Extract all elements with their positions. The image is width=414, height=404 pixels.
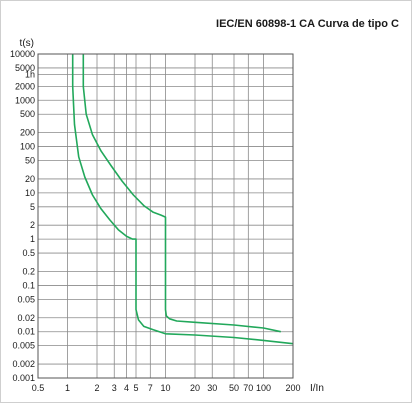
x-tick-label: 200	[285, 383, 300, 393]
x-tick-labels: 0.5 1 2 3 4 5 7 10 20 30 50 70 100 200	[32, 383, 301, 393]
y-tick-label: 5000	[15, 63, 35, 73]
x-tick-label: 0.5	[32, 383, 45, 393]
x-tick-label: 7	[148, 383, 153, 393]
y-tick-label: 0.1	[22, 280, 35, 290]
x-tick-label: 5	[133, 383, 138, 393]
y-tick-label: 0.2	[22, 266, 35, 276]
y-tick-label: 1000	[15, 95, 35, 105]
y-tick-label: 0.05	[17, 294, 35, 304]
chart-title: IEC/EN 60898-1 CA Curva de tipo C	[216, 18, 399, 30]
x-tick-label: 30	[207, 383, 217, 393]
x-axis-label: I/In	[310, 383, 324, 394]
plot-area-border	[37, 53, 294, 379]
x-tick-label: 100	[256, 383, 271, 393]
y-tick-label: 2000	[15, 81, 35, 91]
series-line	[82, 54, 281, 333]
series-line	[71, 54, 294, 345]
x-tick-label: 70	[243, 383, 253, 393]
y-tick-label: 0.002	[12, 359, 35, 369]
x-tick-label: 20	[190, 383, 200, 393]
x-tick-label: 10	[160, 383, 170, 393]
y-tick-label: 2	[30, 220, 35, 230]
x-tick-label: 1	[65, 383, 70, 393]
x-tick-label: 3	[112, 383, 117, 393]
x-tick-label: 4	[124, 383, 129, 393]
y-tick-label: 0.001	[12, 373, 35, 383]
y-tick-label: 200	[20, 128, 35, 138]
y-tick-label: 100	[20, 142, 35, 152]
y-tick-label: 1	[30, 234, 35, 244]
y-tick-label: 0.02	[17, 313, 35, 323]
y-tick-label: 0.01	[17, 327, 35, 337]
y-tick-label: 500	[20, 109, 35, 119]
y-tick-label: 1h	[25, 70, 35, 80]
series-lines	[71, 54, 294, 345]
y-tick-label: 0.5	[22, 248, 35, 258]
y-tick-label: 50	[25, 156, 35, 166]
y-axis-label: t(s)	[20, 38, 34, 49]
x-tick-label: 50	[229, 383, 239, 393]
y-tick-label: 20	[25, 174, 35, 184]
y-tick-label: 5	[30, 202, 35, 212]
y-tick-label: 0.005	[12, 341, 35, 351]
y-tick-label: 10000	[10, 49, 35, 59]
x-tick-label: 2	[94, 383, 99, 393]
y-tick-label: 10	[25, 188, 35, 198]
